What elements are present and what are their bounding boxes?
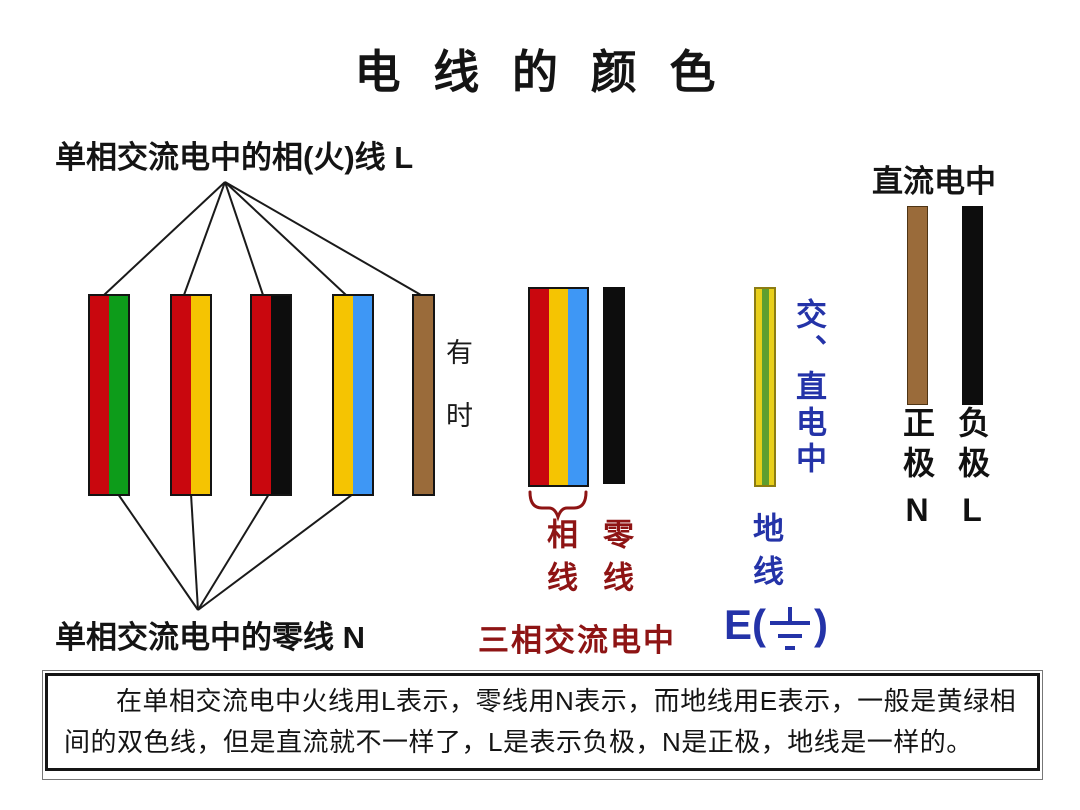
wire-yellow-blue [332, 294, 374, 496]
ground-symbol-e: E( ) [724, 596, 828, 654]
ground-symbol-suffix: ) [814, 601, 828, 648]
single-phase-live-label: 单相交流电中的相(火)线 L [55, 140, 414, 175]
three-phase-section-label: 三相交流电中 [478, 623, 676, 658]
positive-pole-letter: N [905, 492, 929, 528]
three-phase-phase-wire [528, 287, 589, 487]
negative-pole-text: 负极 [954, 406, 990, 486]
negative-pole-letter: L [962, 492, 982, 528]
dc-section-label: 直流电中 [872, 164, 996, 199]
sometimes-label: 有时 [442, 338, 472, 464]
dc-negative-pole-label: 负极 L [950, 406, 994, 529]
brace [528, 490, 588, 522]
ground-symbol-prefix: E( [724, 601, 766, 648]
note-box-inner: 在单相交流电中火线用L表示，零线用N表示，而地线用E表示，一般是黄绿相间的双色线… [45, 673, 1040, 771]
dc-positive-wire-brown [907, 206, 928, 405]
note-box: 在单相交流电中火线用L表示，零线用N表示，而地线用E表示，一般是黄绿相间的双色线… [42, 670, 1043, 780]
ground-wire-label: 地线 [748, 512, 783, 598]
phase-wire-label: 相线 [542, 518, 577, 604]
single-phase-neutral-label: 单相交流电中的零线 N [55, 620, 365, 655]
wire-red-green [88, 294, 130, 496]
wire-brown [412, 294, 435, 496]
note-text: 在单相交流电中火线用L表示，零线用N表示，而地线用E表示，一般是黄绿相间的双色线… [64, 686, 1017, 757]
wire-red-black [250, 294, 292, 496]
three-phase-neutral-wire [603, 287, 625, 484]
positive-pole-text: 正极 [899, 406, 935, 486]
page-title: 电 线 的 颜 色 [354, 46, 726, 98]
ac-dc-context-label: 交、直电中 [791, 298, 826, 478]
neutral-wire-label: 零线 [598, 518, 633, 604]
ground-wire-yellow-green [754, 287, 776, 487]
dc-negative-wire-black [962, 206, 983, 405]
earth-ground-icon [770, 607, 810, 650]
wire-red-yellow [170, 294, 212, 496]
dc-positive-pole-label: 正极 N [895, 406, 939, 529]
